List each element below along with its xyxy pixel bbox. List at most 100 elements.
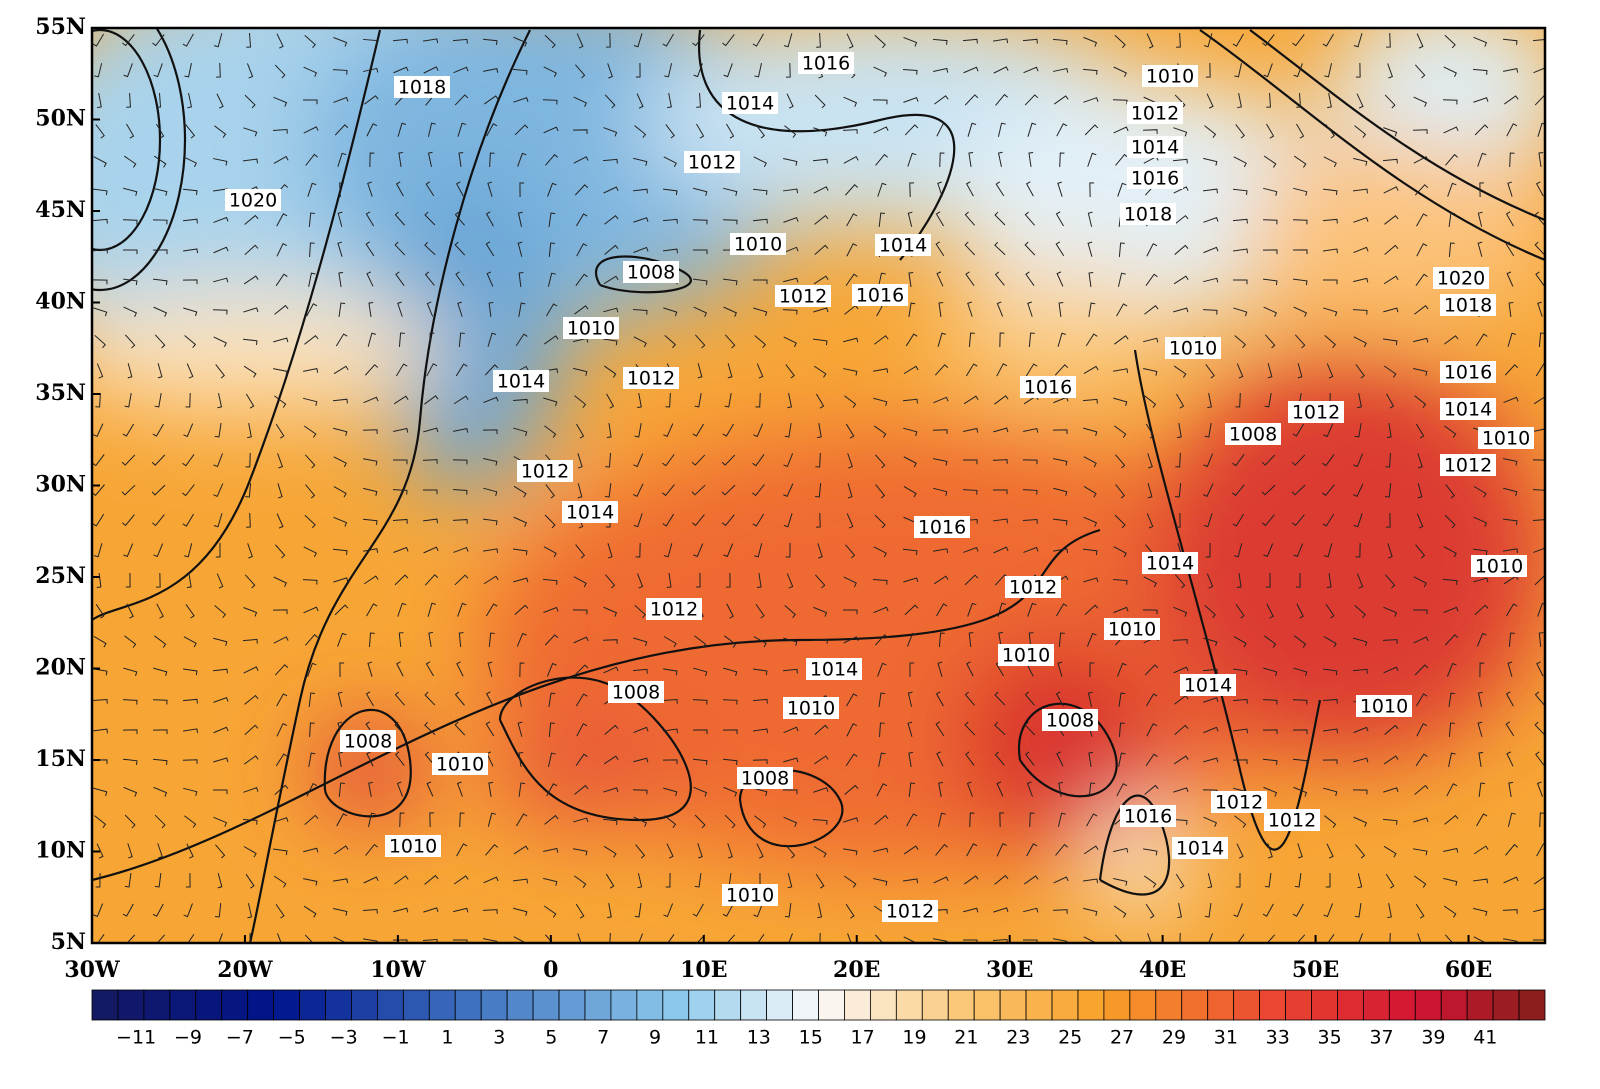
wind-barb	[964, 574, 979, 586]
wind-barb	[1356, 573, 1364, 589]
wind-barb	[308, 272, 316, 287]
wind-barb	[905, 333, 918, 347]
wind-barb	[423, 907, 439, 913]
wind-barb	[333, 365, 349, 375]
wind-barb	[153, 786, 168, 797]
wind-barb	[691, 484, 706, 496]
wind-barb	[874, 634, 889, 646]
wind-barb	[692, 249, 708, 255]
temperature-field	[92, 28, 1545, 943]
wind-barb	[667, 93, 672, 109]
wind-barb	[1172, 818, 1188, 825]
wind-barb	[1478, 751, 1484, 767]
wind-barb	[633, 726, 649, 734]
wind-barb	[1205, 542, 1211, 558]
wind-barb	[637, 393, 642, 409]
wind-barb	[691, 934, 706, 943]
wind-barb	[1414, 305, 1429, 315]
wind-barb	[1444, 934, 1454, 943]
wind-barb	[396, 781, 403, 797]
colorbar-label: 19	[902, 1027, 926, 1049]
wind-barb	[304, 454, 316, 469]
wind-barb	[662, 248, 678, 254]
wind-barb	[456, 843, 468, 857]
wind-barb	[363, 487, 378, 496]
wind-barb	[214, 423, 222, 438]
wind-barb	[1027, 122, 1037, 137]
wind-barb	[873, 368, 889, 373]
wind-barb	[1474, 124, 1489, 136]
wind-barb	[696, 123, 705, 139]
wind-barb	[156, 123, 165, 139]
contour-label-box	[1127, 102, 1183, 124]
wind-barb	[1232, 728, 1249, 734]
wind-barb	[1322, 33, 1334, 47]
wind-barb	[722, 699, 738, 705]
wind-barb	[1053, 67, 1069, 73]
wind-barb	[1202, 668, 1218, 674]
wind-barb	[1355, 542, 1361, 558]
wind-barb	[306, 783, 318, 797]
wind-barb	[969, 812, 975, 828]
wind-barb	[1232, 188, 1248, 196]
wind-barb	[1263, 187, 1278, 196]
wind-barb	[97, 93, 102, 109]
wind-barb	[1323, 307, 1338, 317]
wind-barb	[92, 728, 108, 734]
wind-barb	[844, 395, 857, 408]
wind-barb	[783, 157, 798, 166]
wind-barb	[754, 335, 767, 349]
wind-barb	[1088, 271, 1094, 288]
wind-barb	[423, 66, 439, 74]
wind-barb	[1057, 332, 1067, 347]
wind-barb	[1353, 816, 1368, 827]
wind-barb	[123, 786, 138, 797]
wind-barb	[664, 815, 677, 828]
wind-barb	[546, 783, 558, 797]
wind-barb	[1326, 572, 1332, 589]
wind-barb	[1294, 635, 1307, 648]
wind-barb	[218, 933, 223, 943]
wind-barb	[1534, 211, 1545, 226]
wind-barb	[1058, 302, 1064, 318]
wind-barb	[693, 306, 708, 317]
colorbar-swatch	[766, 989, 793, 1021]
wind-barb	[1507, 812, 1516, 827]
wind-barb	[454, 241, 466, 256]
wind-barb	[394, 211, 406, 226]
wind-barb	[1265, 572, 1271, 588]
wind-barb	[303, 368, 319, 373]
wind-barb	[1442, 99, 1458, 105]
wind-barbs	[92, 32, 1545, 943]
wind-barb	[1507, 181, 1513, 197]
wind-barb	[483, 876, 499, 884]
wind-barb	[93, 423, 104, 438]
wind-barb	[517, 152, 527, 167]
wind-barb	[423, 546, 439, 554]
wind-barb	[1233, 248, 1249, 254]
wind-barb	[1024, 875, 1039, 885]
colorbar-swatch	[1129, 989, 1157, 1021]
lon-label: 20W	[217, 957, 273, 983]
wind-barb	[1385, 873, 1395, 889]
wind-barb	[423, 427, 439, 433]
wind-barb	[1263, 155, 1277, 168]
wind-barb	[127, 843, 133, 859]
wind-barb	[694, 872, 702, 888]
wind-barb	[304, 514, 316, 529]
wind-barb	[1294, 872, 1302, 888]
wind-barb	[1383, 275, 1399, 285]
wind-barb	[1413, 337, 1429, 343]
wind-barb	[333, 486, 347, 498]
wind-barb	[213, 726, 229, 734]
wind-barb	[873, 66, 888, 77]
contour-label-box	[1142, 65, 1198, 87]
wind-barb	[124, 393, 132, 408]
wind-barb	[1384, 214, 1399, 225]
wind-barb	[1414, 395, 1427, 408]
wind-barb	[183, 248, 199, 254]
wind-barb	[722, 729, 738, 735]
lon-label: 40E	[1139, 957, 1186, 983]
wind-barb	[1262, 699, 1278, 705]
wind-barb	[998, 631, 1004, 647]
